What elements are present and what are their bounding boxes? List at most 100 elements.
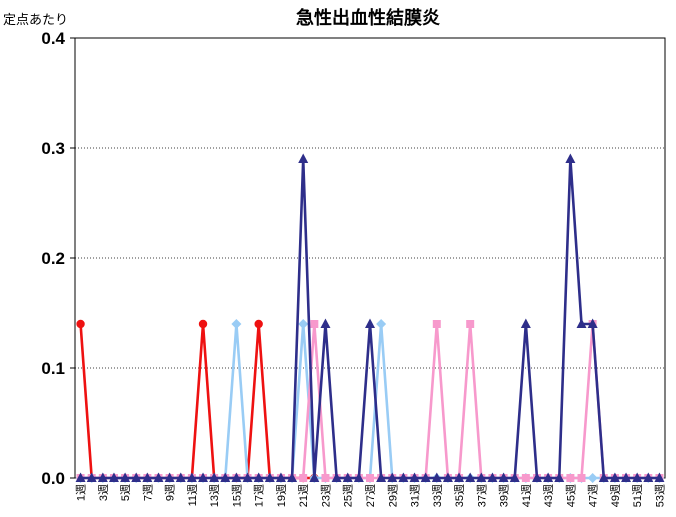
data-point bbox=[420, 472, 431, 482]
data-point bbox=[209, 472, 220, 482]
data-point bbox=[587, 318, 598, 328]
x-tick-label: 37週 bbox=[475, 484, 488, 507]
x-tick-label: 9週 bbox=[164, 484, 177, 501]
data-point bbox=[366, 474, 374, 482]
data-point bbox=[331, 472, 342, 482]
x-tick-label: 45週 bbox=[564, 484, 577, 507]
data-point bbox=[254, 319, 263, 329]
data-point bbox=[253, 472, 264, 482]
data-point bbox=[598, 472, 609, 482]
data-point bbox=[487, 472, 498, 482]
data-point bbox=[299, 474, 308, 482]
x-tick-label: 21週 bbox=[297, 484, 310, 507]
y-tick-label: 0.2 bbox=[41, 249, 65, 268]
x-tick-label: 43週 bbox=[542, 484, 555, 507]
data-point bbox=[376, 472, 387, 482]
x-tick-label: 23週 bbox=[319, 484, 332, 507]
y-axis-unit-label: 定点あたり bbox=[3, 12, 68, 27]
x-tick-label: 27週 bbox=[364, 484, 377, 507]
data-point bbox=[220, 472, 231, 482]
x-tick-label: 51週 bbox=[631, 484, 644, 507]
data-point bbox=[454, 472, 465, 482]
data-point bbox=[321, 474, 330, 482]
x-tick-label: 5週 bbox=[119, 484, 132, 501]
data-point bbox=[654, 472, 665, 482]
y-tick-label: 0.4 bbox=[41, 29, 65, 48]
data-point bbox=[287, 472, 298, 482]
series-4 bbox=[75, 153, 665, 482]
data-point bbox=[621, 472, 632, 482]
data-point bbox=[465, 472, 476, 482]
data-point bbox=[97, 472, 108, 482]
x-tick-label: 19週 bbox=[275, 484, 288, 507]
data-point bbox=[521, 474, 530, 482]
data-point bbox=[342, 472, 353, 482]
data-point bbox=[175, 472, 186, 482]
data-point bbox=[565, 153, 576, 163]
x-tick-label: 39週 bbox=[498, 484, 511, 507]
data-point bbox=[231, 319, 242, 329]
data-point bbox=[520, 318, 531, 328]
data-point bbox=[153, 472, 164, 482]
data-point bbox=[242, 472, 253, 482]
x-tick-label: 35週 bbox=[453, 484, 466, 507]
x-tick-label: 47週 bbox=[587, 484, 600, 507]
data-point bbox=[554, 472, 565, 482]
y-tick-label: 0.0 bbox=[41, 469, 65, 488]
data-point bbox=[231, 472, 242, 482]
data-point bbox=[75, 472, 86, 482]
data-point bbox=[531, 472, 542, 482]
y-axis-ticks: 0.0 0.1 0.2 0.3 0.4 bbox=[41, 29, 75, 488]
data-point bbox=[309, 472, 320, 482]
data-point bbox=[466, 320, 475, 328]
data-point bbox=[198, 319, 208, 329]
data-point bbox=[432, 320, 441, 328]
data-point bbox=[164, 472, 175, 482]
data-point bbox=[476, 472, 487, 482]
x-tick-label: 11週 bbox=[186, 484, 199, 506]
data-point bbox=[609, 472, 620, 482]
x-tick-label: 29週 bbox=[386, 484, 399, 507]
data-point bbox=[576, 318, 587, 328]
data-point bbox=[632, 472, 643, 482]
data-point bbox=[643, 472, 654, 482]
data-point bbox=[131, 472, 142, 482]
data-point bbox=[587, 473, 598, 483]
data-point bbox=[264, 472, 275, 482]
data-point bbox=[376, 319, 387, 329]
data-point bbox=[320, 318, 331, 328]
data-point bbox=[86, 472, 97, 482]
x-tick-label: 31週 bbox=[409, 484, 422, 507]
chart-title: 急性出血性結膜炎 bbox=[296, 7, 440, 28]
data-point bbox=[298, 153, 309, 163]
x-tick-label: 15週 bbox=[230, 484, 243, 507]
y-tick-label: 0.3 bbox=[41, 139, 65, 158]
data-point bbox=[398, 472, 409, 482]
x-tick-label: 7週 bbox=[141, 484, 154, 501]
data-point bbox=[120, 472, 131, 482]
data-point bbox=[365, 318, 375, 328]
data-point bbox=[442, 472, 453, 482]
data-point bbox=[409, 472, 420, 482]
x-tick-label: 49週 bbox=[609, 484, 622, 507]
data-point bbox=[498, 472, 509, 482]
data-point bbox=[142, 472, 153, 482]
data-point bbox=[76, 319, 85, 329]
data-point bbox=[566, 474, 575, 482]
data-point bbox=[509, 472, 520, 482]
data-point bbox=[186, 472, 197, 482]
grid-lines bbox=[75, 147, 665, 369]
data-point bbox=[353, 472, 364, 482]
y-tick-label: 0.1 bbox=[41, 359, 65, 378]
data-point bbox=[298, 319, 309, 329]
x-tick-label: 33週 bbox=[431, 484, 444, 507]
x-tick-label: 3週 bbox=[97, 484, 110, 501]
x-tick-label: 1週 bbox=[75, 484, 88, 501]
x-tick-label: 53週 bbox=[653, 484, 666, 507]
x-tick-label: 25週 bbox=[342, 484, 355, 507]
x-tick-label: 41週 bbox=[520, 484, 533, 507]
data-point bbox=[387, 472, 398, 482]
data-point bbox=[310, 320, 319, 328]
data-point bbox=[108, 472, 119, 482]
